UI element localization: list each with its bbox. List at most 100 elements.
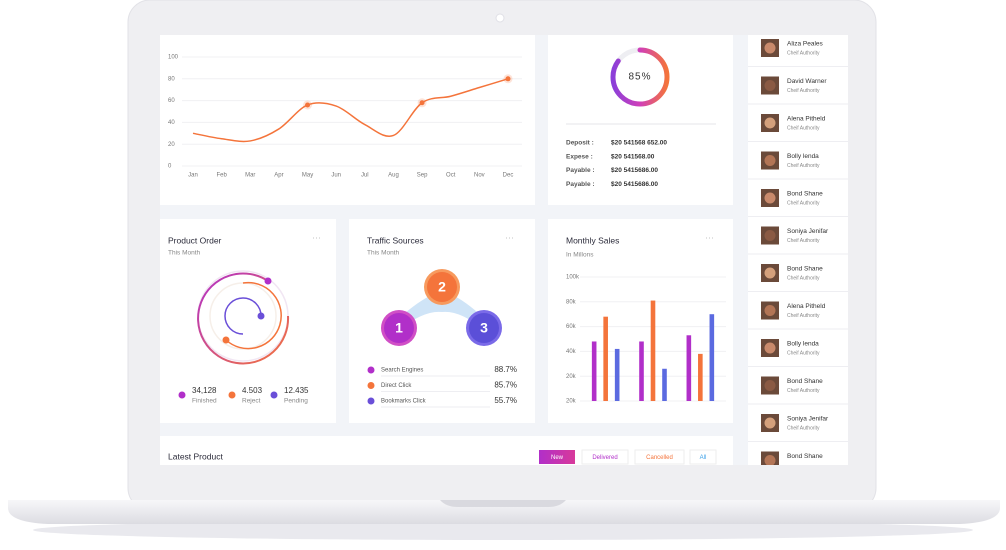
avatar-face — [764, 80, 776, 91]
avatar-face — [764, 305, 776, 316]
row-value: $20 541568 652.00 — [611, 140, 667, 147]
member-name: Bond Shane — [787, 378, 823, 385]
avatar-face — [764, 42, 776, 54]
marker — [505, 76, 511, 82]
stat-label: Pending — [284, 398, 308, 405]
member-role: Cheif Authority — [787, 238, 820, 244]
ring-arc — [224, 297, 262, 335]
stat-value: 4.503 — [242, 386, 263, 395]
gauge-arc — [610, 47, 670, 107]
bar — [614, 348, 620, 401]
row-value: $20 5415686.00 — [611, 167, 658, 174]
marker — [419, 100, 425, 106]
notch — [440, 500, 566, 507]
filter-button-label[interactable]: Delivered — [592, 455, 617, 461]
row-value: $20 5415686.00 — [611, 181, 658, 188]
filter-button[interactable] — [581, 449, 629, 465]
avatar-face — [764, 155, 776, 166]
bar — [662, 368, 667, 401]
line — [192, 78, 509, 143]
bar — [709, 314, 715, 401]
x-tick-label: Jan — [188, 173, 198, 179]
y-tick-label: 60 — [168, 98, 175, 104]
row-label: Expese : — [566, 153, 593, 160]
y-tick-label: 0 — [168, 164, 172, 170]
member-name: Soniya Jenifar — [787, 228, 829, 235]
filter-button-label[interactable]: Cancelled — [646, 455, 673, 461]
member-name: Bond Shane — [787, 191, 823, 198]
member-name: Bond Shane — [787, 266, 823, 273]
menu[interactable]: ··· — [705, 232, 714, 242]
bar — [591, 341, 597, 401]
x-tick-label: Jul — [361, 173, 369, 179]
filter-button[interactable] — [634, 449, 685, 465]
node-label: 3 — [480, 320, 488, 336]
card — [548, 35, 733, 205]
card-title: Traffic Sources — [367, 235, 424, 245]
ring-dot — [264, 277, 272, 285]
x-tick-label: Sep — [417, 173, 428, 179]
y-tick-label: 80 — [168, 76, 175, 82]
y-tick-label: 100 — [168, 55, 179, 61]
avatar-face — [764, 117, 776, 129]
shadow — [33, 520, 973, 540]
node-label: 2 — [438, 279, 446, 295]
member-name: Alena Pitheld — [787, 303, 826, 310]
y-tick-label: 100k — [566, 275, 580, 281]
filter-button[interactable] — [689, 449, 717, 465]
member-role: Cheif Authority — [787, 425, 820, 431]
card — [160, 219, 336, 423]
ring-dot — [257, 312, 265, 320]
bar — [603, 316, 608, 401]
connector — [399, 295, 484, 330]
x-tick-label: Dec — [503, 173, 514, 179]
menu[interactable]: ··· — [312, 232, 321, 242]
node — [427, 272, 457, 302]
row-value: $20 541568.00 — [611, 153, 655, 160]
row-label: Bookmarks Click — [381, 399, 427, 405]
stat-value: 34,128 — [192, 386, 217, 395]
avatar-face — [764, 267, 776, 279]
node — [384, 313, 414, 343]
menu[interactable]: ··· — [505, 232, 514, 242]
member-name: Bolly lenda — [787, 341, 819, 348]
filter-button-label[interactable]: All — [700, 455, 707, 461]
member-name: Alena Pitheld — [787, 116, 826, 123]
bar — [650, 300, 656, 401]
card-title: Latest Product — [168, 451, 223, 461]
card — [160, 35, 535, 205]
row-value: 88.7% — [494, 365, 517, 374]
filter-button[interactable] — [539, 450, 575, 464]
avatar-face — [764, 192, 776, 204]
member-name: Aliza Peales — [787, 41, 824, 48]
y-tick-label: 20 — [168, 142, 175, 148]
row-value: 55.7% — [494, 396, 517, 405]
row-value: 85.7% — [494, 381, 517, 390]
x-tick-label: Mar — [245, 173, 255, 179]
y-tick-label: 20k — [566, 399, 577, 405]
member-role: Cheif Authority — [787, 313, 820, 319]
row-label: Payable : — [566, 167, 595, 174]
x-tick-label: May — [302, 173, 313, 179]
member-role: Cheif Authority — [787, 163, 820, 169]
x-tick-label: Feb — [216, 173, 227, 179]
member-role: Cheif Authority — [787, 350, 820, 356]
member-name: Bond Shane — [787, 453, 823, 460]
stat-dot — [228, 391, 236, 399]
row-label: Direct Click — [381, 383, 412, 389]
stat-dot — [270, 391, 278, 399]
y-tick-label: 80k — [566, 299, 577, 305]
camera — [495, 13, 505, 23]
row-label: Payable : — [566, 181, 595, 188]
row-dot — [367, 366, 375, 374]
x-tick-label: Jun — [331, 173, 341, 179]
stat-label: Reject — [242, 398, 261, 405]
x-tick-label: Nov — [474, 173, 485, 179]
ring-arc — [197, 272, 290, 365]
member-name: Bolly lenda — [787, 153, 819, 160]
member-role: Cheif Authority — [787, 50, 820, 56]
y-tick-label: 20k — [566, 374, 577, 380]
filter-button-label[interactable]: New — [551, 455, 564, 461]
card-subtitle: This Month — [168, 250, 201, 257]
